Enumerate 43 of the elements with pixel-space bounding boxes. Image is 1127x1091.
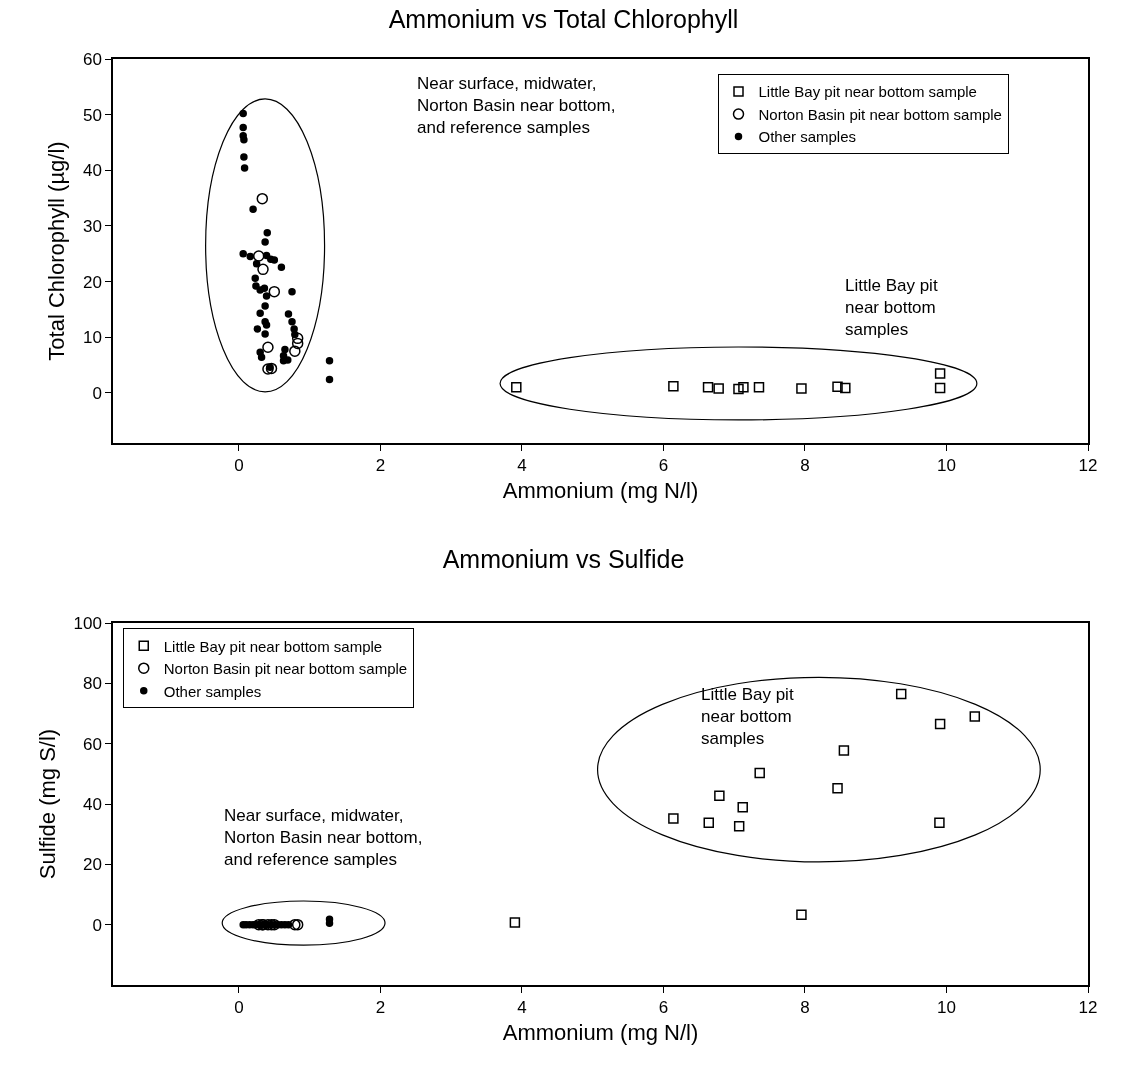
legend-label: Little Bay pit near bottom sample (758, 83, 977, 101)
legend-label: Norton Basin pit near bottom sample (758, 105, 1002, 123)
legend-label: Other samples (758, 128, 857, 146)
y-axis-title: Sulfide (mg S/l) (34, 728, 60, 880)
x-axis-title: Ammonium (mg N/l) (502, 477, 699, 503)
y-tick-label: 10 (82, 328, 102, 348)
annotation: Near surface, midwater, Norton Basin near bottom, and reference samples (224, 806, 423, 870)
chart-title: Ammonium vs Total Chlorophyll (388, 4, 739, 33)
x-tick-label: 6 (658, 998, 669, 1018)
y-tick-label: 20 (82, 855, 102, 875)
x-tick-label: 8 (800, 456, 810, 476)
x-tick-label: 0 (234, 998, 244, 1018)
y-axis-title: Total Chlorophyll (µg/l) (44, 141, 70, 361)
legend-label: Other samples (163, 682, 262, 700)
y-tick-label: 50 (82, 105, 102, 125)
y-tick-label: 0 (92, 915, 102, 935)
x-axis-title: Ammonium (mg N/l) (502, 1019, 699, 1045)
y-tick-label: 30 (82, 216, 102, 236)
y-tick-label: 60 (82, 734, 102, 754)
y-tick-label: 80 (82, 674, 102, 694)
x-tick-label: 4 (517, 998, 527, 1018)
x-tick-label: 10 (937, 998, 956, 1018)
y-tick-label: 40 (82, 161, 102, 181)
x-tick-label: 8 (800, 998, 810, 1018)
x-tick-label: 10 (937, 456, 956, 476)
y-tick-label: 60 (82, 49, 102, 69)
x-tick-label: 2 (375, 998, 386, 1018)
x-tick-label: 0 (234, 456, 244, 476)
x-tick-label: 6 (658, 456, 669, 476)
annotation: Little Bay pit near bottom samples (845, 276, 938, 340)
annotation: Near surface, midwater, Norton Basin near bottom, and reference samples (417, 74, 616, 138)
x-tick-label: 12 (1078, 456, 1098, 476)
annotation: Little Bay pit near bottom samples (701, 685, 794, 749)
legend-label: Norton Basin pit near bottom sample (163, 660, 408, 678)
y-tick-label: 20 (82, 272, 102, 292)
chart-title: Ammonium vs Sulfide (442, 544, 685, 573)
y-tick-label: 40 (82, 794, 102, 814)
legend-label: Little Bay pit near bottom sample (163, 637, 383, 655)
x-tick-label: 2 (375, 456, 386, 476)
x-tick-label: 4 (517, 456, 527, 476)
y-tick-label: 100 (73, 613, 102, 633)
y-tick-label: 0 (92, 383, 102, 403)
x-tick-label: 12 (1078, 998, 1098, 1018)
